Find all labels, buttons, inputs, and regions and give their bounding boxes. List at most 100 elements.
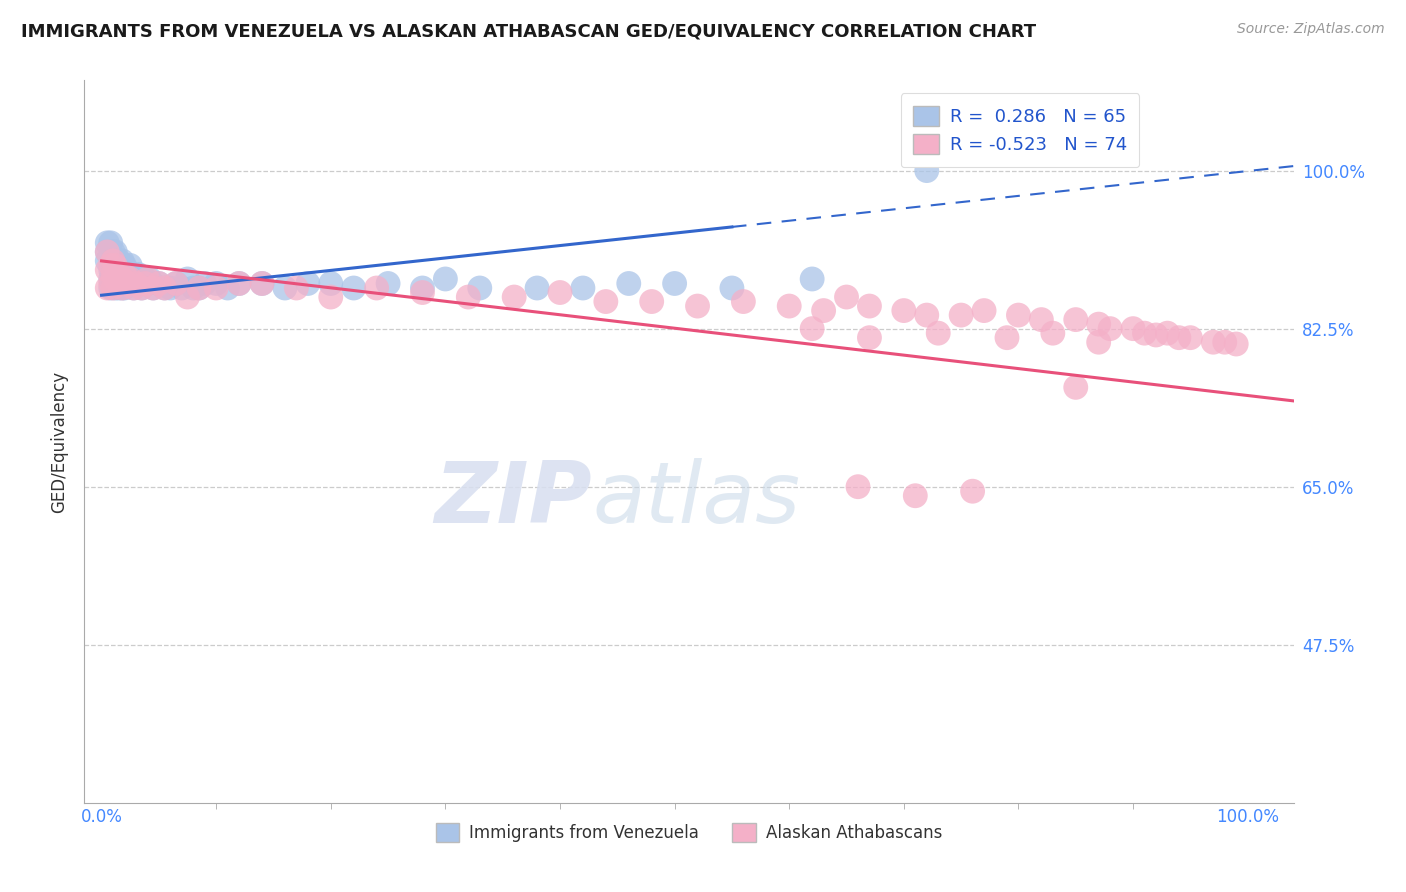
- Point: [664, 277, 686, 291]
- Point: [170, 281, 193, 295]
- Point: [250, 277, 273, 291]
- Y-axis label: GED/Equivalency: GED/Equivalency: [49, 370, 67, 513]
- Point: [148, 277, 170, 291]
- Point: [194, 277, 217, 291]
- Point: [96, 235, 118, 250]
- Point: [1042, 326, 1064, 341]
- Point: [995, 331, 1018, 345]
- Point: [377, 277, 399, 291]
- Point: [778, 299, 800, 313]
- Point: [165, 277, 187, 291]
- Point: [813, 303, 835, 318]
- Point: [104, 272, 127, 286]
- Point: [343, 281, 366, 295]
- Point: [111, 281, 134, 295]
- Point: [100, 281, 122, 295]
- Point: [104, 259, 127, 273]
- Point: [915, 308, 938, 322]
- Point: [217, 281, 239, 295]
- Point: [114, 272, 136, 286]
- Point: [134, 277, 156, 291]
- Point: [1180, 331, 1202, 345]
- Text: atlas: atlas: [592, 458, 800, 541]
- Point: [142, 281, 165, 295]
- Point: [503, 290, 526, 304]
- Point: [1144, 328, 1167, 343]
- Point: [297, 277, 319, 291]
- Point: [136, 277, 159, 291]
- Point: [1031, 312, 1053, 326]
- Point: [205, 277, 228, 291]
- Point: [107, 281, 129, 295]
- Point: [96, 263, 118, 277]
- Point: [319, 277, 342, 291]
- Point: [114, 259, 136, 273]
- Point: [950, 308, 973, 322]
- Point: [107, 253, 129, 268]
- Point: [411, 285, 433, 300]
- Point: [1202, 335, 1225, 350]
- Point: [104, 272, 127, 286]
- Point: [176, 290, 198, 304]
- Point: [120, 277, 142, 291]
- Point: [801, 272, 824, 286]
- Point: [274, 281, 297, 295]
- Point: [104, 259, 127, 273]
- Point: [122, 281, 145, 295]
- Point: [104, 281, 127, 295]
- Point: [115, 277, 138, 291]
- Point: [101, 272, 124, 286]
- Point: [1122, 321, 1144, 335]
- Point: [1156, 326, 1178, 341]
- Point: [96, 253, 118, 268]
- Point: [159, 281, 181, 295]
- Point: [1133, 326, 1156, 341]
- Point: [595, 294, 617, 309]
- Point: [526, 281, 548, 295]
- Point: [1099, 321, 1122, 335]
- Point: [205, 281, 228, 295]
- Point: [973, 303, 995, 318]
- Point: [101, 281, 124, 295]
- Point: [96, 244, 118, 259]
- Point: [111, 272, 134, 286]
- Point: [111, 281, 134, 295]
- Point: [114, 281, 136, 295]
- Point: [893, 303, 915, 318]
- Point: [100, 235, 122, 250]
- Point: [617, 277, 640, 291]
- Point: [641, 294, 664, 309]
- Point: [96, 244, 118, 259]
- Point: [148, 277, 170, 291]
- Point: [188, 281, 211, 295]
- Point: [131, 281, 153, 295]
- Point: [153, 281, 176, 295]
- Point: [250, 277, 273, 291]
- Point: [962, 484, 984, 499]
- Text: ZIP: ZIP: [434, 458, 592, 541]
- Point: [858, 299, 880, 313]
- Point: [127, 268, 149, 282]
- Point: [181, 281, 204, 295]
- Point: [122, 272, 145, 286]
- Point: [107, 259, 129, 273]
- Point: [136, 272, 159, 286]
- Point: [100, 263, 122, 277]
- Point: [457, 290, 479, 304]
- Point: [107, 268, 129, 282]
- Point: [122, 281, 145, 295]
- Text: IMMIGRANTS FROM VENEZUELA VS ALASKAN ATHABASCAN GED/EQUIVALENCY CORRELATION CHAR: IMMIGRANTS FROM VENEZUELA VS ALASKAN ATH…: [21, 22, 1036, 40]
- Point: [285, 281, 308, 295]
- Point: [100, 277, 122, 291]
- Point: [846, 480, 869, 494]
- Point: [120, 272, 142, 286]
- Point: [111, 263, 134, 277]
- Point: [411, 281, 433, 295]
- Point: [1225, 337, 1247, 351]
- Point: [107, 277, 129, 291]
- Point: [686, 299, 709, 313]
- Point: [733, 294, 755, 309]
- Point: [100, 259, 122, 273]
- Point: [107, 268, 129, 282]
- Point: [434, 272, 457, 286]
